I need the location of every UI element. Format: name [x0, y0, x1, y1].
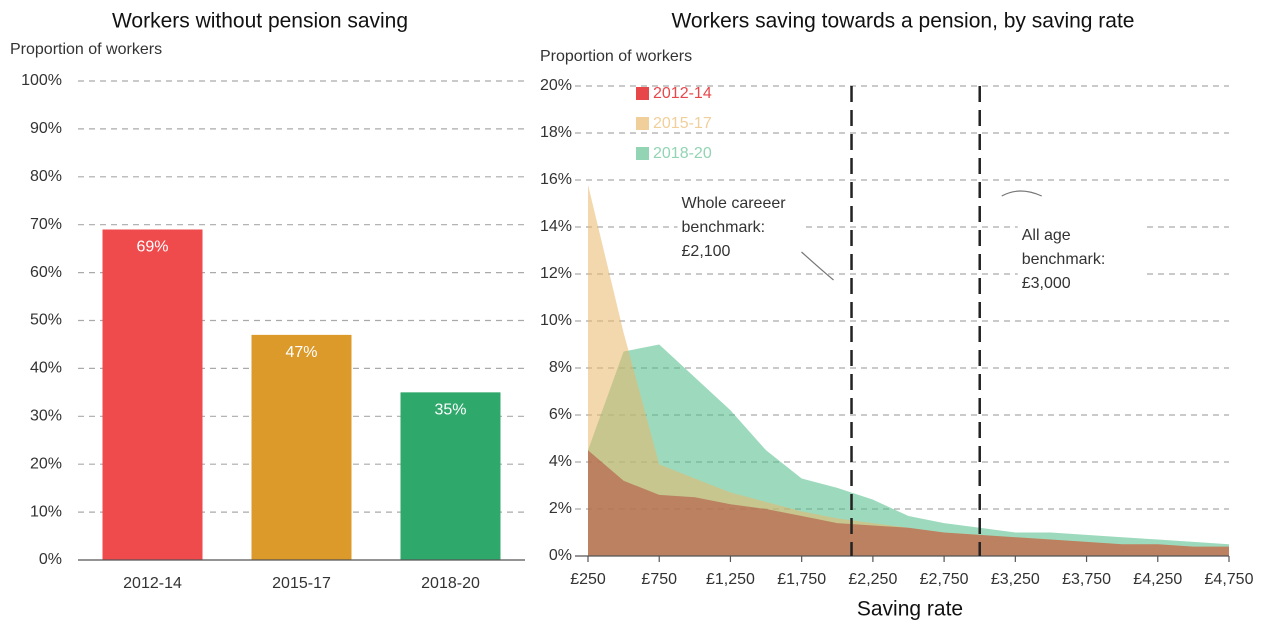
legend-label: 2018-20 [653, 145, 712, 162]
y-tick-label: 18% [540, 124, 572, 141]
y-tick-label: 70% [30, 216, 62, 233]
y-tick-label: 14% [540, 218, 572, 235]
annotation: benchmark: [682, 219, 766, 236]
area [588, 450, 1229, 556]
y-tick-label: 4% [549, 453, 572, 470]
y-tick-label: 60% [30, 264, 62, 281]
value-label: 69% [136, 239, 168, 256]
annotation: £3,000 [1022, 275, 1071, 292]
y-tick-label: 8% [549, 359, 572, 376]
annotation: All age [1022, 227, 1071, 244]
x-tick-label: £750 [641, 571, 677, 588]
x-tick-label: £1,250 [706, 571, 755, 588]
value-label: 47% [285, 344, 317, 361]
chart-title: Workers without pension saving [112, 10, 408, 33]
annotation-arrow [1001, 190, 1042, 197]
legend-label: 2012-14 [653, 85, 712, 102]
y-tick-label: 6% [549, 406, 572, 423]
label-background [677, 190, 806, 266]
annotation: Whole careeer [682, 195, 787, 212]
y-tick-label: 10% [30, 503, 62, 520]
y-tick-label: 20% [30, 455, 62, 472]
x-tick-label: 2018-20 [421, 575, 480, 592]
y-tick-label: 2% [549, 500, 572, 517]
x-tick-label: 2012-14 [123, 575, 182, 592]
y-tick-label: 30% [30, 408, 62, 425]
legend-swatch [636, 147, 649, 160]
y-axis-label: Proportion of workers [10, 41, 162, 58]
x-tick-label: £250 [570, 571, 606, 588]
x-tick-label: £3,750 [1062, 571, 1111, 588]
y-tick-label: 100% [21, 72, 62, 89]
y-tick-label: 0% [39, 551, 62, 568]
legend-swatch [636, 87, 649, 100]
y-tick-label: 12% [540, 265, 572, 282]
y-tick-label: 20% [540, 77, 572, 94]
label-background [1017, 222, 1146, 298]
legend-swatch [636, 117, 649, 130]
y-tick-label: 50% [30, 312, 62, 329]
x-tick-label: £1,750 [777, 571, 826, 588]
x-tick-label: 2015-17 [272, 575, 331, 592]
y-tick-label: 80% [30, 168, 62, 185]
annotation: £2,100 [682, 243, 731, 260]
bar [102, 229, 203, 561]
legend-label: 2015-17 [653, 115, 712, 132]
x-axis-label: Saving rate [857, 598, 963, 621]
value-label: 35% [434, 402, 466, 419]
x-tick-label: £4,750 [1205, 571, 1254, 588]
x-tick-label: £3,250 [991, 571, 1040, 588]
y-tick-label: 90% [30, 120, 62, 137]
y-tick-label: 0% [549, 547, 572, 564]
y-tick-label: 40% [30, 360, 62, 377]
y-tick-label: 16% [540, 171, 572, 188]
annotation-arrow [801, 251, 834, 281]
bar [400, 392, 501, 560]
x-tick-label: £2,250 [848, 571, 897, 588]
bar [251, 334, 352, 560]
x-tick-label: £4,250 [1133, 571, 1182, 588]
y-axis-label: Proportion of workers [540, 48, 692, 65]
annotation: benchmark: [1022, 251, 1106, 268]
chart-title: Workers saving towards a pension, by sav… [671, 10, 1134, 33]
x-tick-label: £2,750 [920, 571, 969, 588]
y-tick-label: 10% [540, 312, 572, 329]
